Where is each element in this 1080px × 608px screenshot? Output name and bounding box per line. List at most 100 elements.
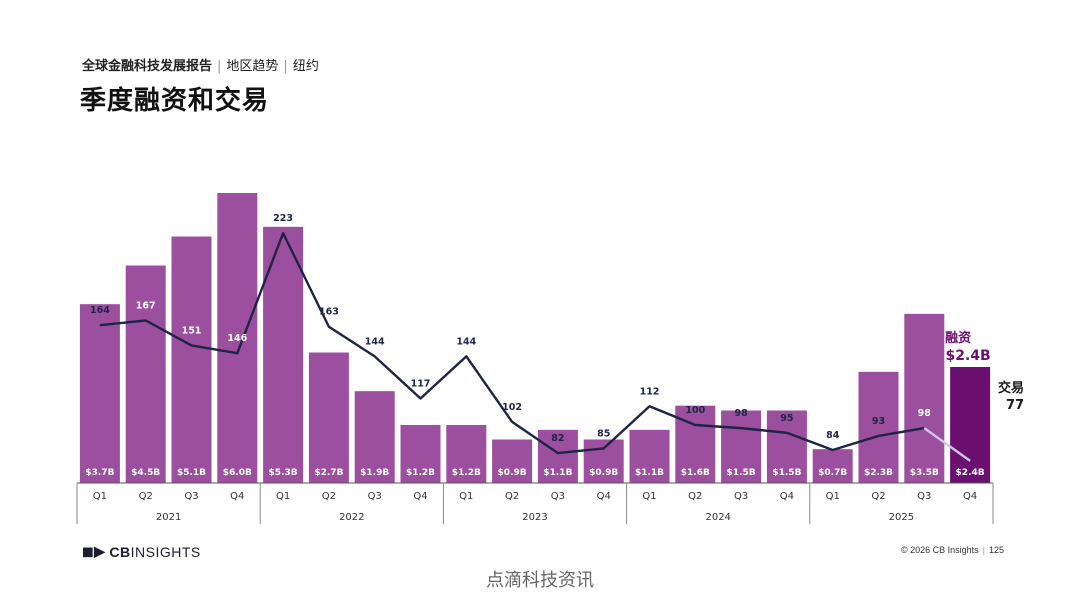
funding-bar-label: $1.9B: [360, 468, 389, 478]
page-title: 季度融资和交易: [80, 86, 270, 116]
watermark: 点滴科技资讯: [486, 570, 594, 591]
quarter-tick-label: Q1: [826, 491, 840, 502]
quarter-tick-label: Q3: [917, 491, 931, 502]
funding-bar-label: $5.1B: [177, 468, 206, 478]
funding-bar-label: $3.7B: [85, 468, 114, 478]
logo-text: INSIGHTS: [130, 543, 201, 560]
funding-bar: [308, 352, 349, 483]
funding-bar: [263, 226, 304, 484]
deals-value-label: 117: [411, 378, 431, 389]
year-tick-label: 2025: [889, 512, 914, 523]
deals-value-label: 95: [780, 413, 793, 424]
quarter-tick-label: Q2: [688, 491, 702, 502]
funding-callout-name: 融资: [945, 330, 971, 346]
funding-bar: [629, 429, 670, 483]
funding-bar-label: $2.3B: [864, 468, 893, 478]
quarter-tick-label: Q3: [184, 491, 198, 502]
city-name: 纽约: [292, 59, 319, 74]
deals-value-label: 98: [918, 408, 932, 419]
quarter-tick-label: Q1: [642, 491, 656, 502]
deals-value-label: 144: [456, 336, 476, 347]
quarter-tick-label: Q1: [459, 491, 473, 502]
funding-bar-label: $1.6B: [681, 468, 710, 478]
deals-callout-value: 77: [1006, 398, 1024, 413]
page-number: 125: [988, 545, 1004, 555]
funding-bar-label: $0.7B: [818, 468, 847, 478]
funding-bar: [79, 304, 120, 483]
deals-value-label: 167: [136, 300, 156, 311]
funding-bar: [904, 313, 945, 483]
deals-value-label: 163: [319, 307, 339, 318]
deals-value-label: 85: [597, 428, 610, 439]
cb-logo-icon: ◼▶: [82, 543, 106, 559]
funding-bar: [950, 367, 991, 483]
funding-callout-value: $2.4B: [945, 348, 990, 364]
funding-bar: [721, 410, 762, 483]
funding-bar: [537, 429, 578, 483]
quarter-tick-label: Q4: [780, 491, 794, 502]
funding-bar-label: $1.1B: [635, 468, 664, 478]
quarter-tick-label: Q2: [322, 491, 336, 502]
deals-line-last-segment: [923, 427, 971, 462]
funding-bar: [858, 371, 899, 483]
deals-value-label: 93: [872, 416, 885, 427]
quarter-tick-label: Q2: [871, 491, 885, 502]
funding-bar: [583, 439, 624, 483]
quarter-tick-label: Q3: [734, 491, 748, 502]
header-line: 全球金融科技发展报告 | 地区趋势 | 纽约: [82, 55, 319, 74]
funding-bar-label: $1.2B: [452, 468, 481, 478]
header-separator: |: [283, 59, 288, 74]
quarter-tick-label: Q3: [368, 491, 382, 502]
funding-bar-label: $1.5B: [772, 468, 801, 478]
funding-bar-label: $1.1B: [543, 468, 572, 478]
quarter-tick-label: Q2: [139, 491, 153, 502]
funding-bar-label: $0.9B: [589, 468, 618, 478]
deals-callout-name: 交易: [998, 380, 1024, 396]
deals-value-label: 100: [685, 405, 705, 416]
quarter-tick-label: Q2: [505, 491, 519, 502]
funding-bar-label: $0.9B: [498, 468, 527, 478]
deals-value-label: 102: [502, 402, 522, 413]
year-tick-label: 2024: [705, 512, 730, 523]
funding-bar: [217, 193, 258, 483]
deals-value-label: 164: [90, 305, 110, 316]
section-name: 地区趋势: [226, 59, 279, 74]
copyright: © 2026 CB Insights | 125: [900, 545, 1004, 555]
funding-bar-label: $1.5B: [727, 468, 756, 478]
funding-bar-label: $2.4B: [956, 468, 985, 478]
deals-value-label: 146: [227, 333, 247, 344]
quarter-tick-label: Q4: [963, 491, 977, 502]
funding-bar-label: $1.2B: [406, 468, 435, 478]
deals-value-label: 151: [182, 325, 202, 336]
funding-bar: [812, 449, 853, 483]
deals-value-label: 112: [640, 386, 660, 397]
cb-insights-logo: ◼▶ CB INSIGHTS: [82, 543, 201, 560]
copyright-text: © 2026 CB Insights: [900, 545, 979, 555]
quarter-tick-label: Q3: [551, 491, 565, 502]
funding-bar: [766, 410, 807, 483]
logo-cb: CB: [109, 543, 131, 560]
report-name: 全球金融科技发展报告: [82, 59, 213, 74]
deals-line: [99, 231, 925, 455]
funding-bar: [171, 236, 212, 483]
deals-value-label: 98: [734, 408, 748, 419]
quarter-tick-label: Q4: [597, 491, 611, 502]
deals-value-label: 82: [551, 433, 564, 444]
funding-bar-label: $3.5B: [910, 468, 939, 478]
funding-bar: [125, 265, 166, 483]
funding-bar: [446, 425, 487, 483]
year-tick-label: 2022: [339, 512, 364, 523]
funding-bar-label: $5.3B: [269, 468, 298, 478]
quarter-tick-label: Q1: [276, 491, 290, 502]
year-tick-label: 2021: [156, 512, 181, 523]
quarter-tick-label: Q4: [230, 491, 244, 502]
funding-bar-label: $2.7B: [314, 468, 343, 478]
funding-bar: [492, 439, 533, 483]
funding-bar: [400, 425, 441, 483]
year-tick-label: 2023: [522, 512, 547, 523]
quarter-tick-label: Q4: [413, 491, 427, 502]
funding-bar-label: $4.5B: [131, 468, 160, 478]
header-separator: |: [217, 59, 222, 74]
deals-value-label: 223: [273, 213, 293, 224]
